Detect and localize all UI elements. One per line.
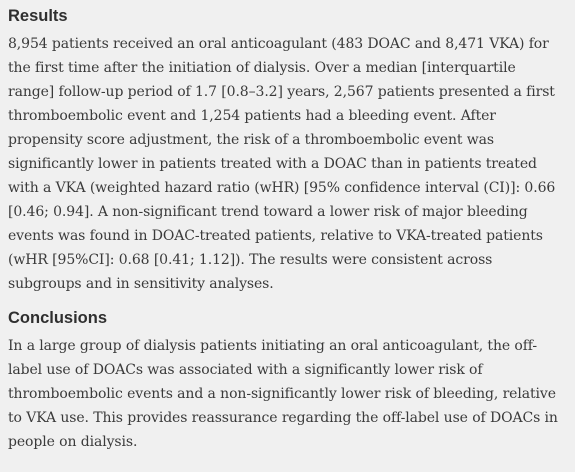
conclusions-heading: Conclusions	[8, 309, 108, 327]
results-paragraph: 8,954 patients received an oral anticoag…	[8, 36, 556, 292]
conclusions-paragraph: In a large group of dialysis patients in…	[8, 338, 558, 450]
results-heading: Results	[8, 7, 68, 25]
